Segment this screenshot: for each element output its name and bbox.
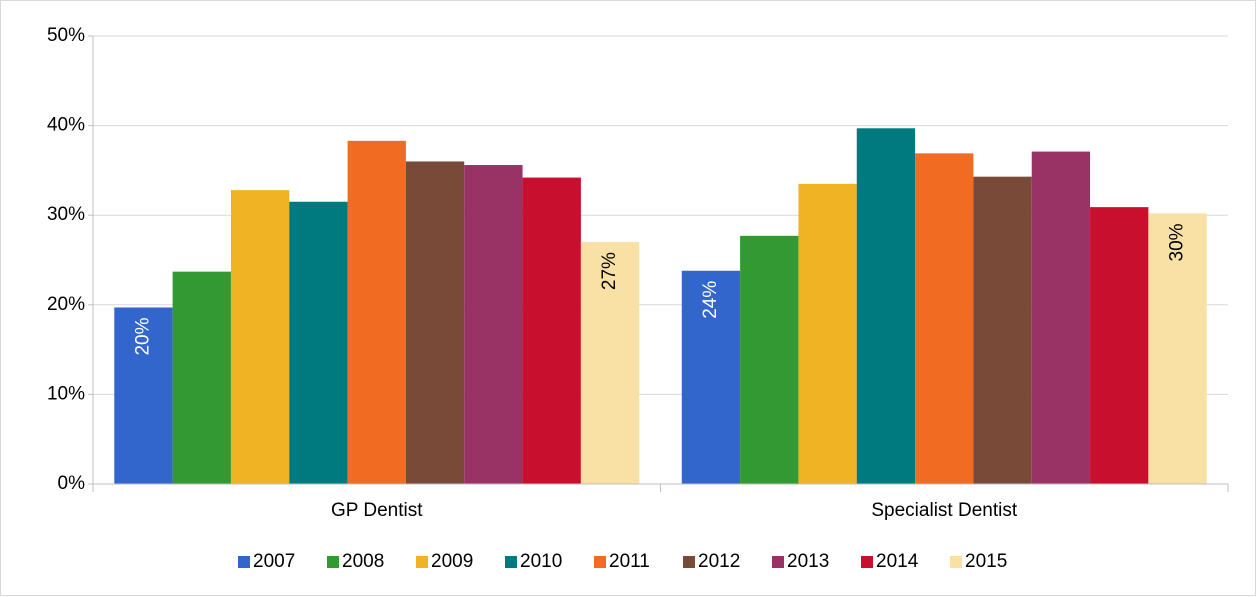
bar: [172, 271, 231, 484]
legend-swatch: [327, 556, 339, 568]
bar: [347, 140, 406, 484]
bar: [856, 128, 916, 484]
bar: [289, 201, 348, 484]
legend-swatch: [950, 556, 962, 568]
x-tick-label: GP Dentist: [331, 500, 423, 521]
legend-swatch: [594, 556, 606, 568]
legend-label: 2014: [876, 551, 919, 572]
legend-swatch: [238, 556, 250, 568]
legend-swatch: [861, 556, 873, 568]
legend-swatch: [505, 556, 517, 568]
y-tick-label: 20%: [47, 294, 85, 315]
bar: [681, 270, 741, 484]
legend-label: 2010: [520, 551, 562, 572]
bar: [1148, 213, 1207, 484]
data-label: 30%: [1167, 223, 1188, 261]
legend-label: 2007: [253, 551, 295, 572]
y-tick-label: 30%: [47, 204, 85, 225]
data-label: 24%: [700, 281, 721, 319]
legend-label: 2012: [698, 551, 740, 572]
bar: [464, 165, 523, 485]
legend-swatch: [683, 556, 695, 568]
bar: [1031, 151, 1091, 485]
legend-label: 2015: [965, 551, 1007, 572]
data-label: 20%: [132, 317, 153, 355]
bar: [1090, 207, 1149, 485]
bar: [522, 177, 581, 484]
legend-label: 2009: [431, 551, 473, 572]
x-tick-label: Specialist Dentist: [871, 500, 1017, 521]
bar: [580, 242, 640, 484]
y-tick-label: 50%: [47, 25, 85, 46]
bar: [405, 161, 465, 484]
legend-label: 2011: [609, 551, 650, 572]
y-tick-label: 0%: [58, 473, 86, 494]
bar: [915, 153, 974, 484]
y-tick-label: 10%: [47, 383, 85, 404]
legend-label: 2008: [342, 551, 384, 572]
legend-swatch: [772, 556, 784, 568]
bar: [798, 183, 857, 484]
bar: [973, 176, 1032, 484]
bar: [230, 190, 290, 484]
y-tick-label: 40%: [47, 115, 85, 136]
bar: [740, 235, 799, 484]
legend-swatch: [416, 556, 428, 568]
data-label: 27%: [599, 252, 620, 290]
bar: [114, 307, 173, 484]
legend-label: 2013: [787, 551, 829, 572]
